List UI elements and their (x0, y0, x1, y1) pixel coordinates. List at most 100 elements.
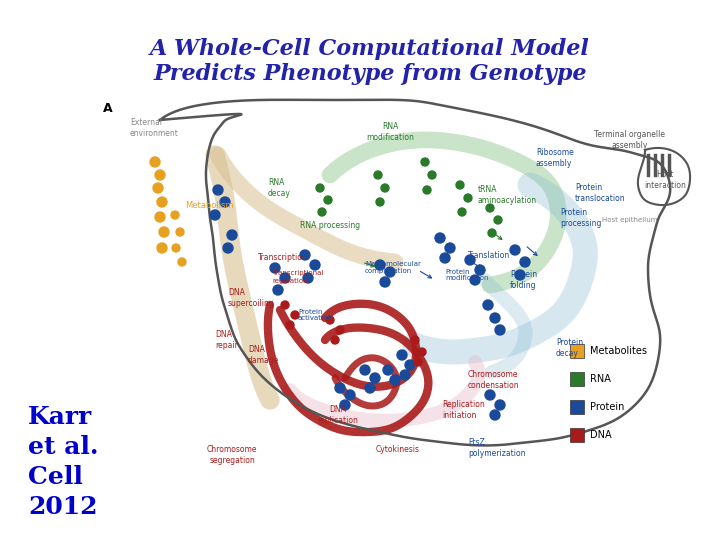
Text: External
environment: External environment (130, 118, 179, 138)
Text: Ribosome
assembly: Ribosome assembly (536, 148, 574, 168)
Circle shape (440, 253, 450, 263)
Circle shape (445, 243, 455, 253)
Circle shape (153, 183, 163, 193)
Text: Cell: Cell (28, 465, 83, 489)
Circle shape (157, 243, 167, 253)
Circle shape (381, 184, 389, 192)
Text: Transcription: Transcription (258, 253, 307, 262)
Text: DNA
replication: DNA replication (318, 406, 359, 424)
Circle shape (465, 255, 475, 265)
Circle shape (310, 260, 320, 270)
Circle shape (172, 244, 180, 252)
Circle shape (155, 212, 165, 222)
Text: DNA
supercoiling: DNA supercoiling (228, 288, 275, 308)
Text: DNA
damage: DNA damage (248, 345, 279, 364)
Text: FtsZ
polymerization: FtsZ polymerization (468, 438, 526, 458)
Circle shape (210, 210, 220, 220)
Circle shape (227, 230, 237, 240)
Circle shape (155, 170, 165, 180)
Circle shape (159, 227, 169, 237)
Circle shape (495, 325, 505, 335)
Circle shape (345, 390, 355, 400)
Circle shape (324, 196, 332, 204)
Text: DNA
repair: DNA repair (215, 330, 238, 350)
Circle shape (376, 198, 384, 206)
Text: Protein
translocation: Protein translocation (575, 183, 626, 202)
Text: A Whole-Cell Computational Model
Predicts Phenotype from Genotype: A Whole-Cell Computational Model Predict… (150, 38, 590, 85)
Text: Host epithelium: Host epithelium (602, 217, 658, 223)
Circle shape (286, 321, 294, 329)
Circle shape (326, 316, 334, 324)
Bar (570, 400, 584, 414)
Circle shape (316, 184, 324, 192)
Circle shape (383, 365, 393, 375)
Circle shape (421, 158, 429, 166)
Bar (570, 428, 584, 442)
Circle shape (488, 229, 496, 237)
Circle shape (318, 208, 326, 216)
Circle shape (380, 277, 390, 287)
Text: Protein: Protein (590, 402, 624, 412)
Circle shape (360, 365, 370, 375)
Circle shape (483, 300, 493, 310)
Circle shape (485, 390, 495, 400)
Circle shape (520, 257, 530, 267)
Text: Macromolecular
complexation: Macromolecular complexation (365, 261, 421, 274)
Circle shape (435, 233, 445, 243)
Circle shape (370, 373, 380, 383)
Circle shape (428, 171, 436, 179)
Circle shape (470, 275, 480, 285)
Text: A: A (103, 102, 112, 114)
Circle shape (176, 228, 184, 236)
Text: RNA
decay: RNA decay (268, 178, 291, 198)
Text: et al.: et al. (28, 435, 99, 459)
Circle shape (303, 273, 313, 283)
Bar (570, 344, 584, 358)
Circle shape (220, 197, 230, 207)
Circle shape (365, 383, 375, 393)
Circle shape (515, 270, 525, 280)
Circle shape (490, 410, 500, 420)
Text: DNA: DNA (590, 430, 611, 440)
Circle shape (458, 208, 466, 216)
Text: Protein
processing: Protein processing (560, 208, 601, 228)
Circle shape (375, 260, 385, 270)
Text: Transcriptional
regulation: Transcriptional regulation (272, 271, 323, 284)
Circle shape (385, 267, 395, 277)
Text: Protein
activation: Protein activation (298, 308, 333, 321)
Circle shape (300, 250, 310, 260)
Circle shape (291, 311, 299, 319)
Text: Chromosome
condensation: Chromosome condensation (468, 370, 520, 390)
Circle shape (223, 243, 233, 253)
Circle shape (157, 197, 167, 207)
Text: 2012: 2012 (28, 495, 97, 519)
Circle shape (414, 358, 422, 366)
Circle shape (390, 375, 400, 385)
Circle shape (270, 263, 280, 273)
Circle shape (495, 400, 505, 410)
Circle shape (374, 171, 382, 179)
Circle shape (494, 216, 502, 224)
Circle shape (335, 383, 345, 393)
Text: Host
interaction: Host interaction (644, 170, 686, 190)
Circle shape (418, 348, 426, 356)
Circle shape (280, 273, 290, 283)
Circle shape (150, 157, 160, 167)
Circle shape (336, 326, 344, 334)
Text: tRNA
aminoacylation: tRNA aminoacylation (478, 185, 537, 205)
Circle shape (340, 400, 350, 410)
Circle shape (213, 185, 223, 195)
Text: RNA processing: RNA processing (300, 220, 360, 230)
Circle shape (400, 370, 410, 380)
Circle shape (331, 336, 339, 344)
Circle shape (423, 186, 431, 194)
Circle shape (281, 301, 289, 309)
Circle shape (486, 204, 494, 212)
Circle shape (411, 336, 419, 344)
Circle shape (456, 181, 464, 189)
Text: RNA
modification: RNA modification (366, 122, 414, 141)
Text: Protein
decay: Protein decay (556, 338, 583, 357)
Text: RNA: RNA (590, 374, 611, 384)
Text: Metabolism: Metabolism (185, 200, 233, 210)
Circle shape (464, 194, 472, 202)
